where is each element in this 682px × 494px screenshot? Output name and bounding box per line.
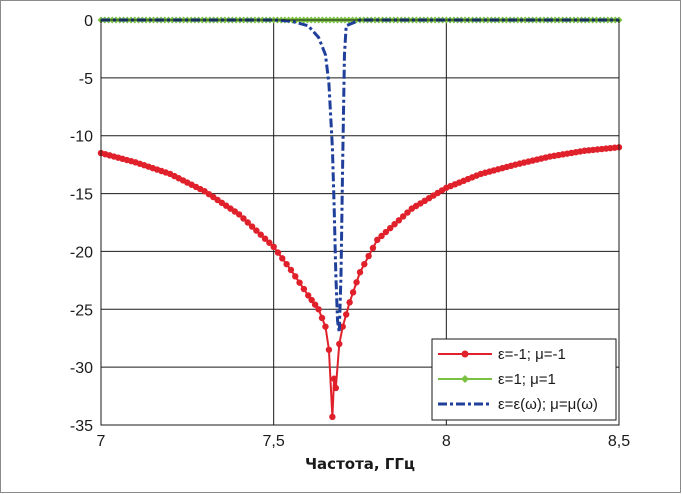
data-point [300,285,308,293]
data-point [336,340,343,348]
data-point [361,260,368,268]
plot-area-border [100,19,620,426]
data-point [374,236,381,244]
y-tick-label: 0 [84,13,93,30]
data-point [325,346,333,353]
data-point [305,292,312,299]
data-point [311,301,319,308]
data-point [274,249,282,256]
data-point [261,235,269,242]
legend-item: ε=-1; μ=-1 [438,346,566,363]
series-3 [101,18,619,333]
data-point [270,243,277,250]
series-1 [97,144,623,421]
legend-label: ε=ε(ω); μ=μ(ω) [498,396,598,413]
y-tick-label: -10 [70,129,93,146]
data-point [391,221,398,228]
y-tick-label: -5 [79,71,93,88]
x-tick-label: 8,5 [608,433,630,450]
data-point [253,227,260,234]
legend-marker [461,375,469,383]
data-point [240,215,247,222]
legend-label: ε=-1; μ=-1 [498,346,566,363]
x-axis-label: Частота, ГГц [305,455,415,473]
x-tick-label: 7 [97,433,106,450]
data-point [318,314,326,322]
y-axis-ticks: 0 -5 -10 -15 -20 -25 -30 -35 [70,13,93,435]
series-layer [97,16,623,421]
y-tick-label: -15 [70,187,93,204]
data-point [283,260,290,268]
data-point [349,289,357,296]
y-tick-label: -35 [70,418,93,435]
data-point [287,266,295,274]
data-point [315,306,322,313]
legend-item: ε=1; μ=1 [438,371,556,388]
legend: ε=-1; μ=-1 ε=1; μ=1 ε=ε(ω); μ=μ(ω) [431,338,617,421]
data-point [369,244,377,252]
data-point [308,296,315,304]
data-point [365,252,372,260]
legend-item: ε=ε(ω); μ=μ(ω) [438,396,598,413]
data-point [399,213,407,220]
data-point [329,413,336,421]
data-point [387,224,394,232]
data-point [292,273,299,280]
data-point [296,279,303,286]
data-point [353,279,360,286]
y-tick-label: -20 [70,244,93,261]
data-point [244,219,251,226]
x-tick-label: 7,5 [263,433,285,450]
data-point [279,255,286,262]
data-point [346,299,353,306]
data-point [404,209,411,216]
data-point [322,323,329,330]
data-point [356,269,364,276]
legend-label: ε=1; μ=1 [498,371,556,388]
series-line [101,18,619,333]
data-point [235,211,243,218]
data-point [266,239,273,246]
data-point [339,323,346,330]
data-point [378,232,385,240]
data-point [248,223,256,230]
data-point [332,384,340,392]
data-point [382,228,390,236]
y-tick-label: -25 [70,302,93,319]
legend-marker [461,350,469,358]
data-point [342,311,350,318]
x-axis-ticks: 7 7,5 8 8,5 [97,433,631,450]
data-point [395,217,403,224]
x-tick-label: 8 [442,433,451,450]
data-point [257,231,264,238]
data-point [330,375,338,382]
y-tick-label: -30 [70,360,93,377]
